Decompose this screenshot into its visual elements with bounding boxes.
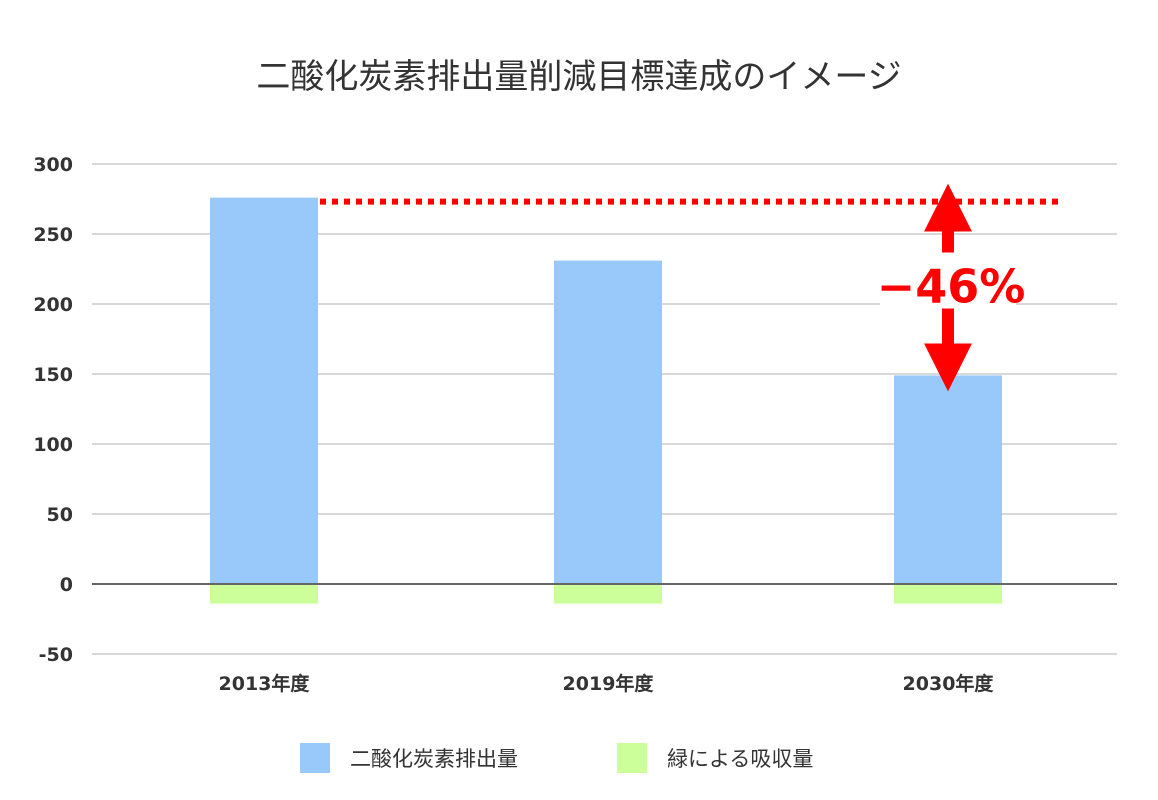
absorption-bar-1 <box>554 584 662 604</box>
y-tick-label: 150 <box>33 364 73 386</box>
reduction-label: −46% <box>877 260 1026 314</box>
y-tick-label: 250 <box>33 224 73 246</box>
y-axis: 300 250 200 150 100 50 0 -50 <box>33 154 73 666</box>
annotation-backdrop <box>880 252 1016 309</box>
legend-swatch-0 <box>300 743 330 773</box>
absorption-bar-0 <box>210 584 318 604</box>
x-axis: 2013年度 2019年度 2030年度 <box>219 672 995 695</box>
y-tick-label: -50 <box>39 644 73 666</box>
y-tick-label: 300 <box>33 154 73 176</box>
legend-label-1: 緑による吸収量 <box>667 747 813 771</box>
x-tick-label: 2013年度 <box>219 672 311 695</box>
x-tick-label: 2030年度 <box>903 672 995 695</box>
legend: 二酸化炭素排出量 緑による吸収量 <box>300 743 813 773</box>
y-tick-label: 0 <box>60 574 73 596</box>
y-tick-label: 100 <box>33 434 73 456</box>
emission-bar-1 <box>554 260 662 584</box>
emission-bar-2 <box>894 375 1002 584</box>
bars <box>210 197 1002 604</box>
y-tick-label: 200 <box>33 294 73 316</box>
legend-swatch-1 <box>617 743 647 773</box>
legend-label-0: 二酸化炭素排出量 <box>350 747 518 771</box>
absorption-bar-2 <box>894 584 1002 604</box>
chart-title: 二酸化炭素排出量削減目標達成のイメージ <box>256 57 901 97</box>
y-tick-label: 50 <box>47 504 73 526</box>
reduction-annotation: −46% <box>320 183 1062 392</box>
x-tick-label: 2019年度 <box>563 672 655 695</box>
emission-bar-0 <box>210 197 318 584</box>
